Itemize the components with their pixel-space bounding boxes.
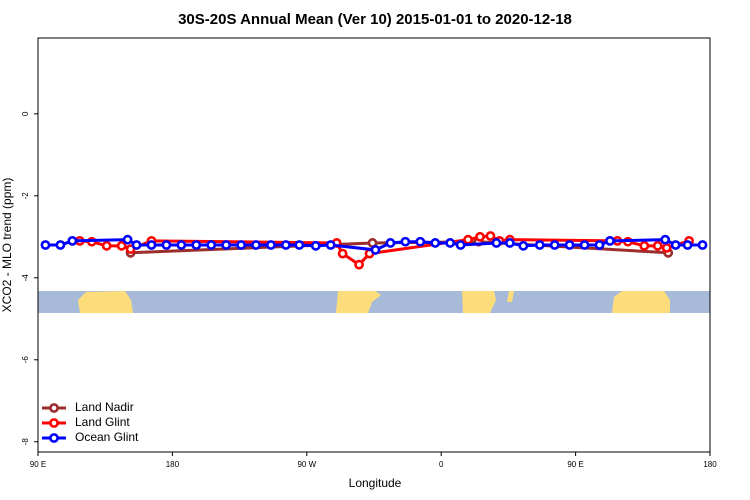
x-tick-label: 180: [703, 460, 717, 469]
data-point: [337, 248, 348, 259]
series: [40, 234, 708, 255]
data-point: [400, 236, 411, 247]
data-point: [475, 231, 485, 242]
land-shape: [507, 291, 514, 302]
land-shape: [462, 291, 496, 313]
x-tick-label: 180: [166, 460, 180, 469]
data-point: [491, 238, 502, 248]
data-point: [605, 236, 615, 246]
data-point: [594, 240, 605, 250]
x-tick-label: 90 E: [30, 460, 46, 469]
land-shape: [78, 291, 133, 313]
data-point: [236, 240, 246, 250]
x-tick-label: 90 W: [297, 460, 316, 469]
data-point: [661, 242, 672, 253]
data-point: [161, 240, 172, 250]
data-point: [101, 240, 112, 251]
data-point: [122, 234, 133, 245]
data-point: [652, 240, 663, 251]
data-point: [670, 240, 681, 250]
y-tick-label: -6: [21, 356, 30, 364]
data-point: [639, 240, 650, 251]
data-point: [697, 240, 708, 250]
data-point: [445, 238, 456, 248]
legend-label: Ocean Glint: [75, 430, 139, 444]
data-point: [266, 240, 276, 250]
legend-marker: [49, 403, 59, 413]
data-point: [463, 234, 473, 245]
plot-frame: [37, 37, 711, 453]
data-point: [564, 240, 575, 250]
data-point: [660, 234, 671, 245]
y-tick-label: -2: [21, 192, 30, 200]
data-point: [370, 245, 381, 255]
data-point: [310, 240, 321, 251]
data-point: [131, 240, 142, 250]
data-point: [206, 240, 217, 250]
data-point: [579, 240, 590, 250]
data-point: [55, 240, 66, 250]
data-point: [280, 240, 291, 250]
data-point: [294, 240, 305, 250]
y-tick-label: -8: [21, 438, 30, 446]
data-point: [549, 240, 560, 250]
ocean-band: [38, 291, 710, 313]
legend-marker: [49, 418, 59, 428]
chart-title: 30S-20S Annual Mean (Ver 10) 2015-01-01 …: [178, 11, 572, 28]
data-point: [325, 240, 336, 250]
data-point: [485, 231, 496, 241]
y-tick-label: 0: [21, 111, 30, 116]
data-point: [146, 240, 157, 250]
data-point: [385, 238, 396, 248]
data-point: [430, 238, 441, 248]
data-point: [518, 240, 529, 251]
data-point: [534, 240, 545, 250]
data-point: [504, 238, 515, 248]
data-point: [191, 240, 202, 250]
legend-label: Land Glint: [75, 415, 130, 429]
legend-marker: [49, 433, 59, 443]
data-point: [116, 240, 127, 251]
data-point: [354, 259, 364, 270]
x-tick-label: 90 E: [567, 460, 583, 469]
data-point: [176, 240, 187, 250]
data-point: [682, 240, 693, 250]
data-point: [67, 236, 78, 246]
data-point: [221, 240, 232, 250]
data-point: [455, 240, 466, 250]
y-axis-label: XCO2 - MLO trend (ppm): [0, 178, 14, 313]
data-point: [40, 240, 51, 250]
x-axis-label: Longitude: [349, 476, 402, 490]
data-point: [251, 240, 261, 250]
land-ocean-map: [38, 291, 710, 313]
x-tick-label: 0: [439, 460, 444, 469]
legend-label: Land Nadir: [75, 400, 134, 414]
data-point: [415, 236, 426, 247]
y-tick-label: -4: [21, 274, 30, 282]
land-shape: [336, 291, 381, 313]
land-shape: [612, 291, 670, 313]
